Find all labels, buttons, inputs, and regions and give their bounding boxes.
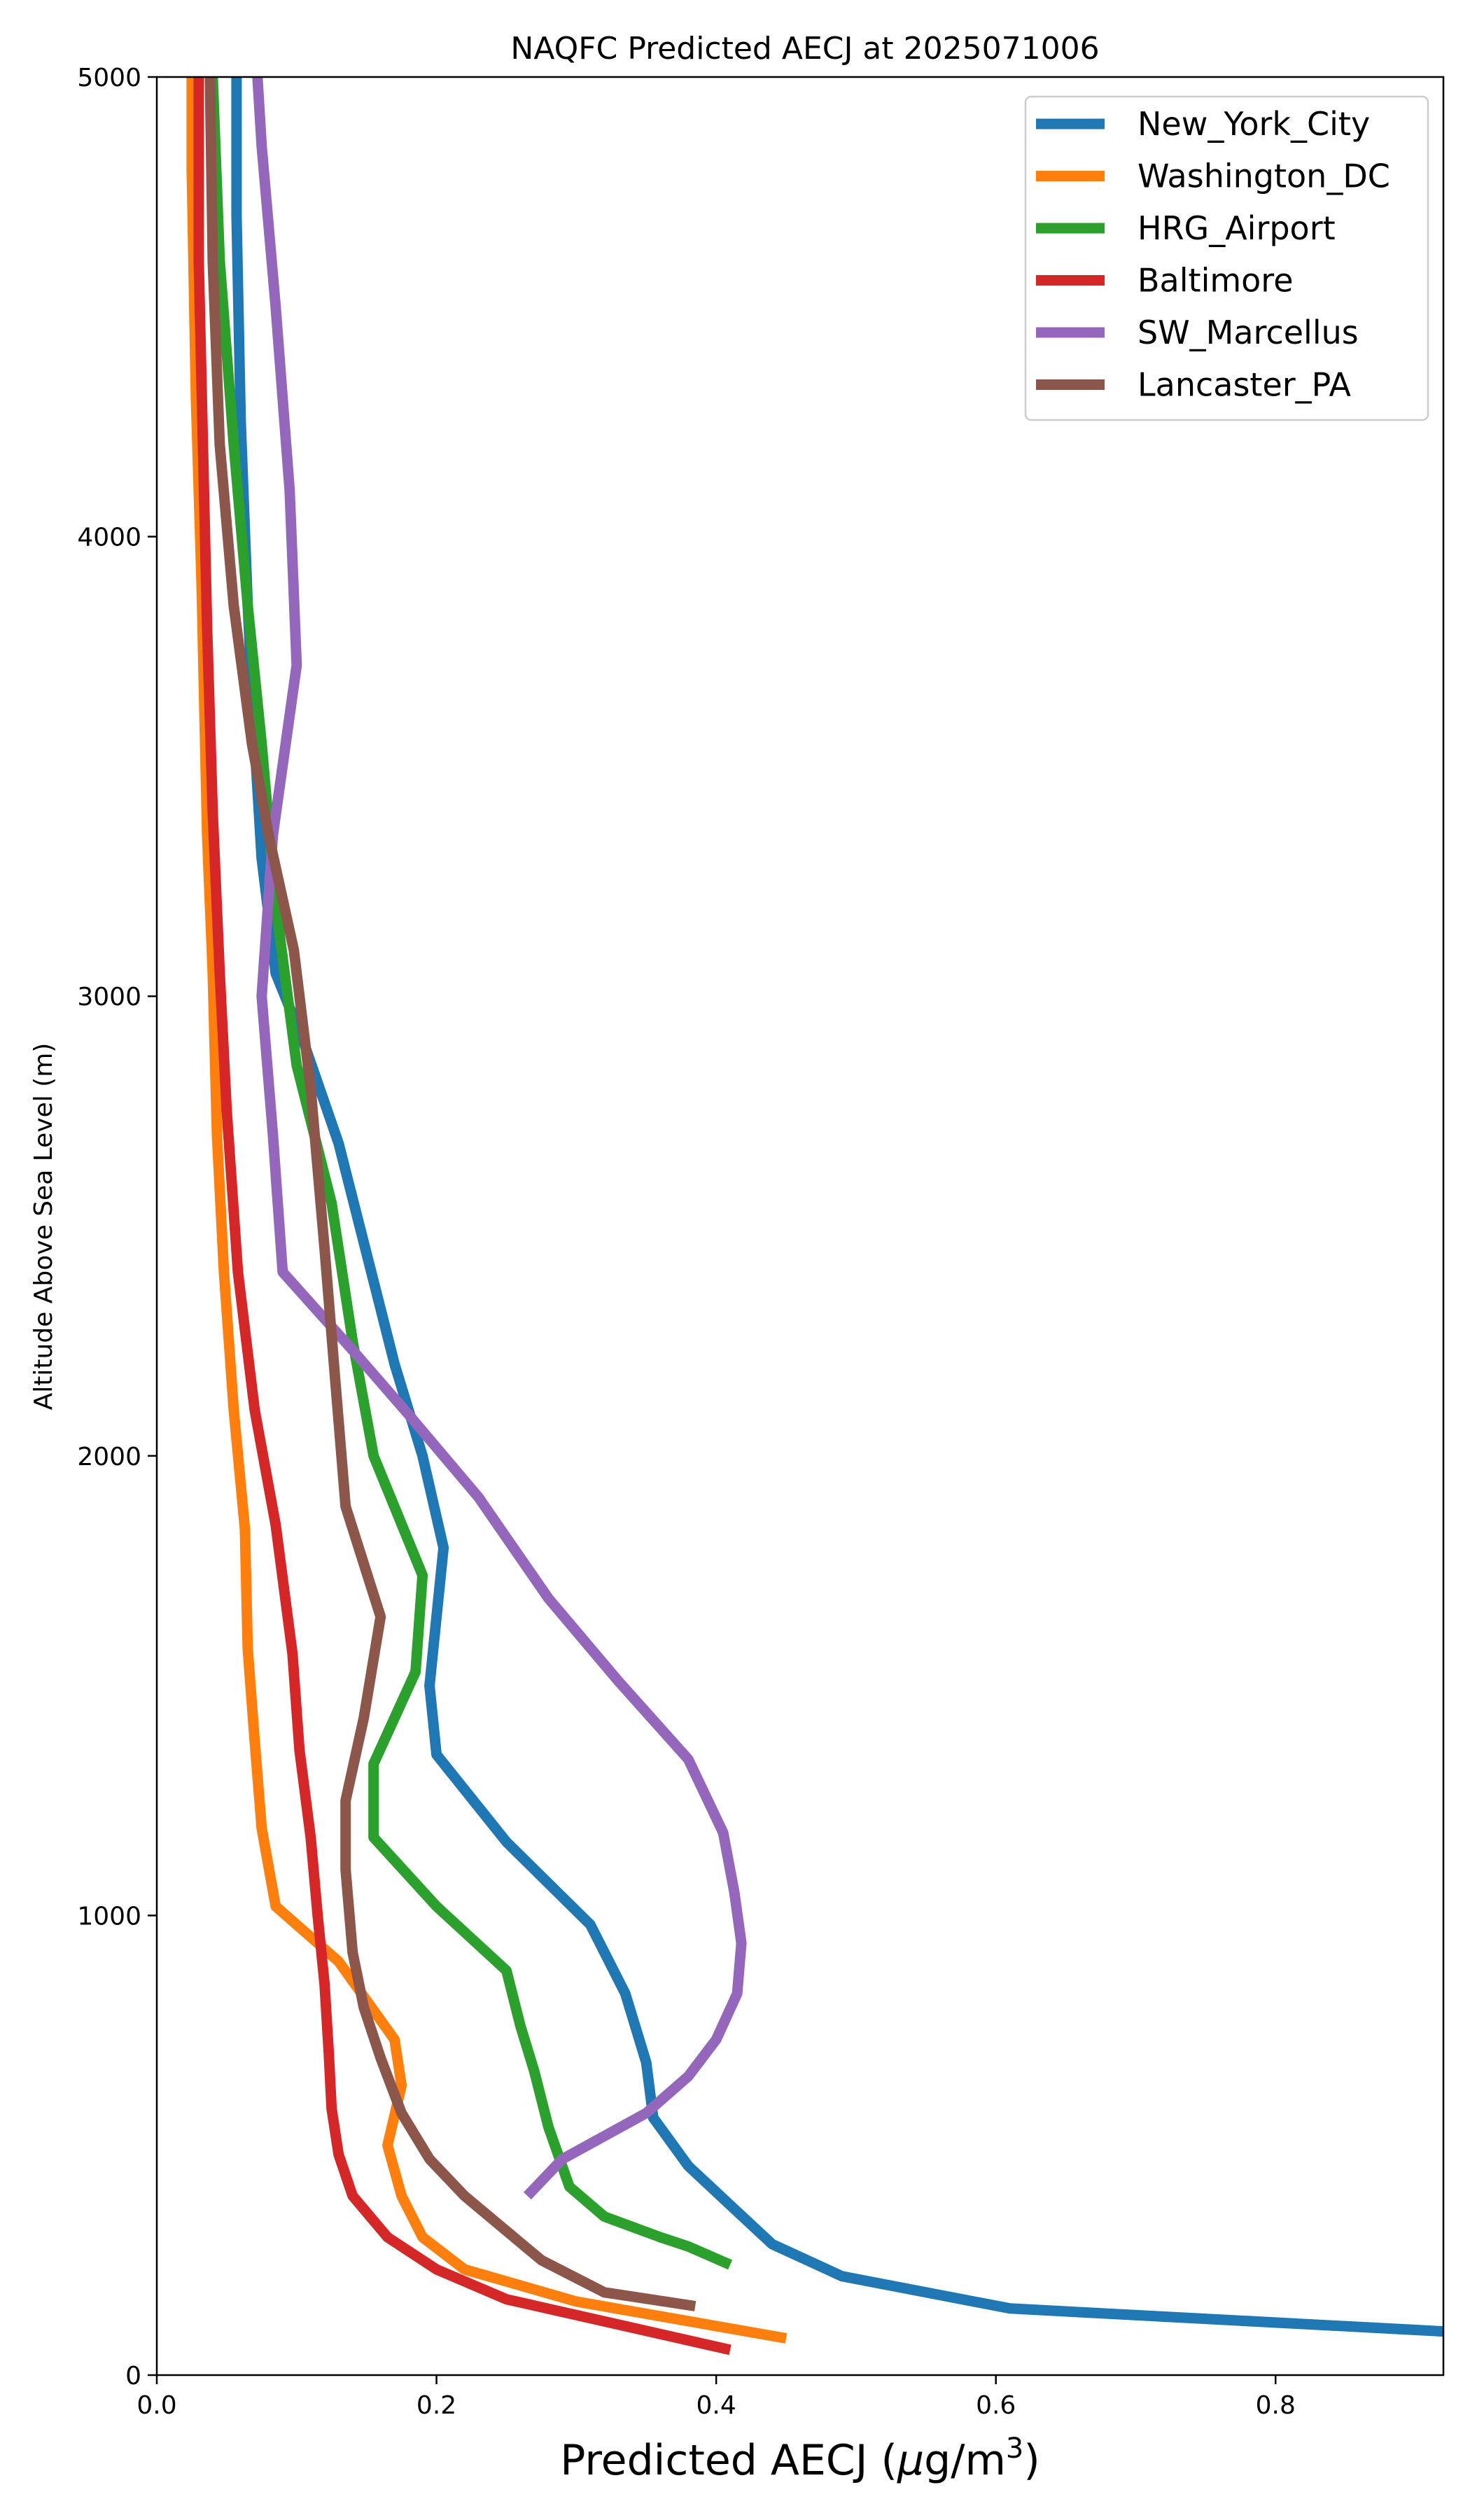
y-tick-label: 0 (125, 2362, 141, 2390)
legend-label-hrg-airport: HRG_Airport (1138, 209, 1336, 247)
legend-label-sw-marcellus: SW_Marcellus (1138, 314, 1359, 351)
x-tick-label: 0.0 (136, 2391, 176, 2420)
x-axis-label-main: Predicted AECJ ( (560, 2436, 897, 2485)
y-tick-label: 3000 (77, 983, 141, 1011)
y-tick-label: 1000 (77, 1902, 141, 1931)
x-axis-label-unit: g/m (924, 2436, 1006, 2485)
legend: New_York_City Washington_DC HRG_Airport Bal… (1024, 95, 1429, 421)
series-line-hrg-airport (207, 77, 733, 2270)
series-line-washington-dc (186, 77, 788, 2344)
legend-entries: New_York_City Washington_DC HRG_Airport Bal… (1036, 105, 1390, 404)
series-line-lancaster-pa (204, 77, 696, 2311)
y-axis-ticks: 0 1000 2000 3000 4000 5000 (77, 64, 157, 2390)
x-tick-label: 0.4 (696, 2391, 736, 2420)
x-axis-label-exponent: 3 (1006, 2432, 1023, 2465)
x-axis-label: Predicted AECJ (μg/m3) (560, 2432, 1040, 2485)
x-tick-label: 0.6 (976, 2391, 1016, 2420)
plot-area-frame (155, 76, 1445, 2376)
series-layer (186, 77, 1443, 2356)
legend-box (1024, 95, 1429, 421)
x-tick-label: 0.8 (1256, 2391, 1296, 2420)
y-tick-label: 5000 (77, 64, 141, 92)
x-tick-label: 0.2 (416, 2391, 456, 2420)
chart-title: NAQFC Predicted AECJ at 2025071006 (510, 31, 1099, 66)
y-tick-label: 4000 (77, 524, 141, 552)
legend-label-baltimore: Baltimore (1138, 262, 1294, 300)
series-line-baltimore (193, 77, 732, 2356)
x-axis-label-close: ) (1023, 2436, 1040, 2485)
y-axis-label: Altitude Above Sea Level (m) (29, 1043, 58, 1410)
x-axis-label-mu: μ (897, 2436, 924, 2485)
legend-label-lancaster-pa: Lancaster_PA (1138, 366, 1351, 404)
legend-label-new-york-city: New_York_City (1138, 105, 1370, 143)
legend-label-washington-dc: Washington_DC (1138, 158, 1390, 195)
series-line-sw-marcellus (252, 77, 747, 2200)
y-tick-label: 2000 (77, 1443, 141, 1471)
x-axis-ticks: 0.0 0.2 0.4 0.6 0.8 (136, 2375, 1296, 2420)
